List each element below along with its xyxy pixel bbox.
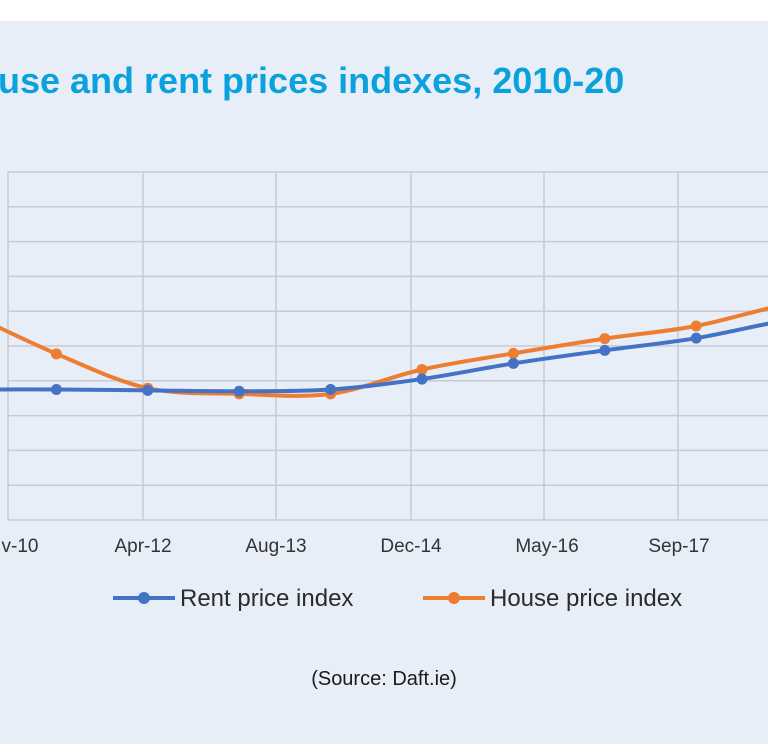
x-tick-label: May-16 <box>515 536 578 557</box>
legend-label-rent: Rent price index <box>180 585 353 612</box>
data-point-rent[interactable] <box>507 357 519 369</box>
data-point-house[interactable] <box>416 363 428 375</box>
data-point-rent[interactable] <box>416 373 428 385</box>
chart-title: use and rent prices indexes, 2010-20 <box>0 60 625 101</box>
legend-marker-house <box>448 592 460 604</box>
source-note: (Source: Daft.ie) <box>311 668 457 690</box>
x-tick-label: Apr-12 <box>114 536 171 557</box>
data-point-house[interactable] <box>50 348 62 360</box>
legend-label-house: House price index <box>490 585 682 612</box>
data-point-rent[interactable] <box>142 384 154 396</box>
x-tick-label: Aug-13 <box>245 536 306 557</box>
x-tick-label: v-10 <box>2 536 39 557</box>
data-point-rent[interactable] <box>690 332 702 344</box>
legend-item-rent[interactable]: Rent price index <box>113 585 353 612</box>
legend-marker-rent <box>138 592 150 604</box>
data-point-rent[interactable] <box>325 384 337 395</box>
x-tick-label: Dec-14 <box>380 536 442 557</box>
data-point-rent[interactable] <box>599 344 611 356</box>
series-line-rent <box>0 321 768 394</box>
series-line-house <box>0 306 768 398</box>
data-point-house[interactable] <box>599 333 611 345</box>
legend-item-house[interactable]: House price index <box>423 585 682 612</box>
data-point-house[interactable] <box>507 347 519 359</box>
data-point-rent[interactable] <box>50 384 62 395</box>
data-point-rent[interactable] <box>233 385 245 397</box>
data-point-house[interactable] <box>690 320 702 332</box>
x-tick-label: Sep-17 <box>648 536 709 557</box>
